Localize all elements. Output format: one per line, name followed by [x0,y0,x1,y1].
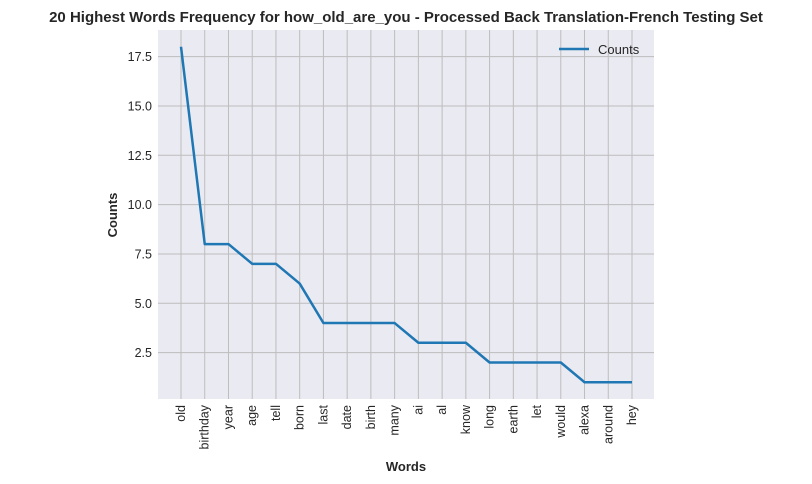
data-point [607,381,609,383]
y-axis-label: Counts [105,193,120,238]
x-tick-label: ai [411,405,425,415]
x-tick-label: hey [625,404,639,425]
y-tick-label: 15.0 [128,99,152,113]
x-tick-labels: old birthday year age tell born last date birth m… [174,404,639,449]
x-tick-label: birthday [198,404,212,449]
data-point [251,263,253,265]
data-point [393,322,395,324]
y-tick-labels: 2.5 5.0 7.5 10.0 12.5 15.0 17.5 [128,50,152,360]
data-point [536,361,538,363]
x-tick-label: year [221,405,235,429]
x-tick-label: date [340,405,354,429]
data-point [298,282,300,284]
x-tick-label: long [483,405,497,429]
x-tick-label: let [530,404,544,418]
grid [158,30,654,399]
plot-area [158,30,654,399]
series-layer [179,46,633,384]
data-point [275,263,277,265]
legend-label: Counts [598,42,640,57]
x-tick-label: know [459,404,473,434]
y-tick-label: 17.5 [128,50,152,64]
y-tick-label: 7.5 [135,247,152,261]
data-point [465,342,467,344]
x-tick-label: would [554,405,568,439]
data-point [417,342,419,344]
x-tick-label: al [435,405,449,415]
data-point [204,243,206,245]
x-tick-label: many [388,404,402,435]
y-tick-label: 10.0 [128,198,152,212]
series-line-counts [179,46,632,384]
data-point [631,381,633,383]
data-point [560,361,562,363]
y-tick-label: 12.5 [128,149,152,163]
data-point [512,361,514,363]
x-tick-label: around [601,405,615,444]
y-tick-label: 5.0 [135,297,152,311]
x-tick-label: last [316,404,330,424]
x-tick-label: tell [269,405,283,421]
data-point [488,361,490,363]
data-point [180,46,182,48]
x-axis-label: Words [386,459,426,474]
data-point [322,322,324,324]
data-point [370,322,372,324]
x-tick-label: born [293,405,307,430]
x-tick-label: age [245,405,259,426]
data-point [346,322,348,324]
data-point [583,381,585,383]
x-tick-label: alexa [578,405,592,435]
x-tick-label: birth [364,405,378,429]
x-tick-label: earth [506,405,520,434]
y-tick-label: 2.5 [135,346,152,360]
legend: Counts [559,42,640,57]
data-point [227,243,229,245]
data-point [441,342,443,344]
x-tick-label: old [174,405,188,422]
chart-title: 20 Highest Words Frequency for how_old_a… [49,9,763,26]
